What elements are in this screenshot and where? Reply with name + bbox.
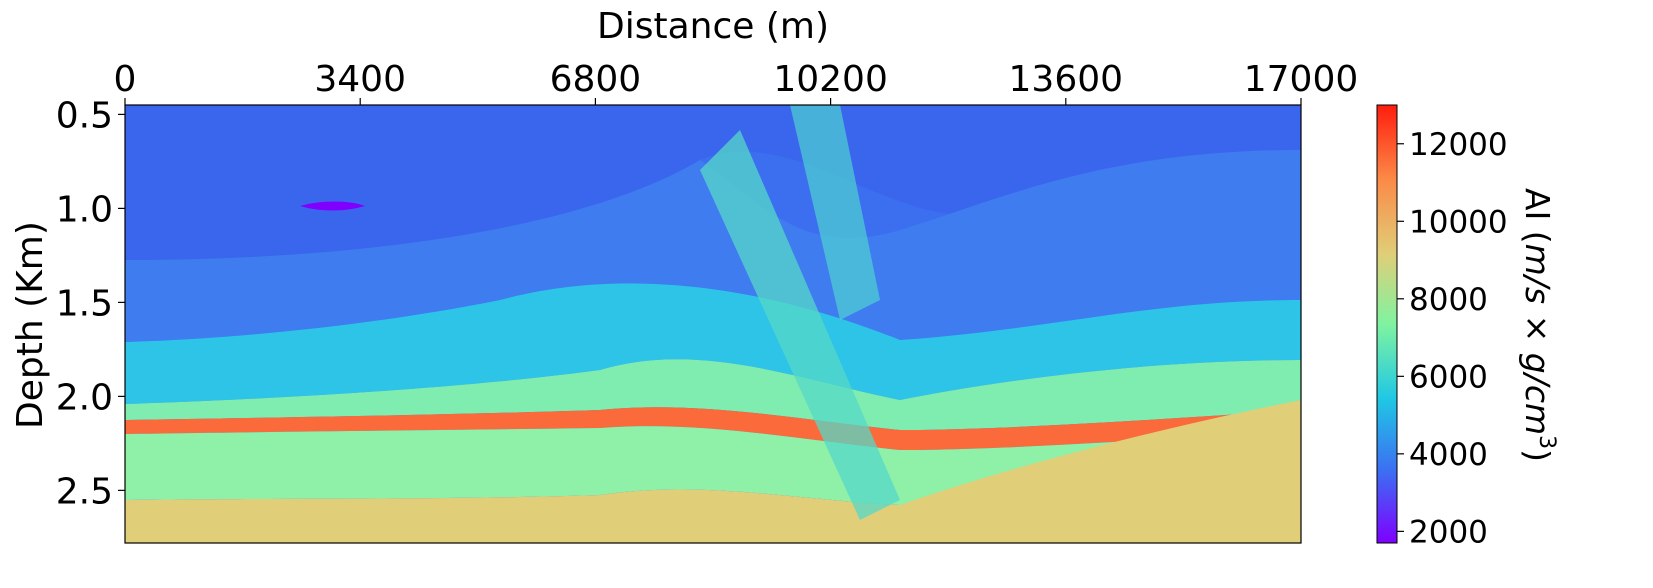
colorbar-tick-label: 10000	[1409, 204, 1508, 240]
plot-frame	[124, 104, 1302, 544]
colorbar-label-prefix: AI (	[1518, 188, 1557, 244]
y-axis-label: Depth (Km)	[10, 221, 51, 429]
colorbar	[1376, 104, 1398, 544]
layer-middle-cyan	[125, 283, 1301, 404]
x-tick-label: 17000	[1244, 59, 1359, 100]
x-tick-label: 3400	[314, 59, 406, 100]
colorbar-label-math: m/s × g/cm	[1518, 244, 1557, 435]
x-axis-label: Distance (m)	[597, 6, 829, 47]
layer-upper-blue	[125, 150, 1301, 342]
x-tick-label: 10200	[773, 59, 888, 100]
y-axis-ticks: 0.5 1.0 1.5 2.0 2.5	[56, 95, 125, 512]
layer-lower-red	[125, 407, 1301, 450]
colorbar-tick-label: 4000	[1409, 437, 1488, 473]
colorbar-tick-label: 2000	[1409, 514, 1488, 550]
colorbar-label-suffix: )	[1518, 449, 1557, 462]
colorbar-tick-label: 8000	[1409, 282, 1488, 318]
y-tick-label: 1.5	[56, 283, 113, 324]
x-axis-ticks: 0 3400 6800 10200 13600 17000	[114, 59, 1359, 105]
layer-middle-green	[125, 359, 1301, 430]
colorbar-label: AI (m/s × g/cm3)	[1518, 188, 1559, 462]
colorbar-ticks: 2000 4000 6000 8000 10000 12000	[1397, 127, 1508, 550]
layer-bottom-tan	[125, 400, 1301, 543]
y-tick-label: 2.0	[56, 377, 113, 418]
purple-lens	[300, 201, 365, 211]
colorbar-tick-label: 12000	[1409, 127, 1508, 163]
x-tick-label: 0	[114, 59, 137, 100]
colorbar-label-sup: 3	[1534, 435, 1559, 449]
y-tick-label: 0.5	[56, 95, 113, 136]
y-tick-label: 1.0	[56, 189, 113, 230]
fault-band-left	[700, 130, 900, 520]
heatmap-image	[125, 105, 1301, 543]
x-tick-label: 6800	[550, 59, 642, 100]
layer-upper-deep-blue	[125, 105, 1301, 260]
x-tick-label: 13600	[1009, 59, 1124, 100]
fault-band-right	[790, 105, 880, 320]
y-tick-label: 2.5	[56, 471, 113, 512]
colorbar-tick-label: 6000	[1409, 359, 1488, 395]
